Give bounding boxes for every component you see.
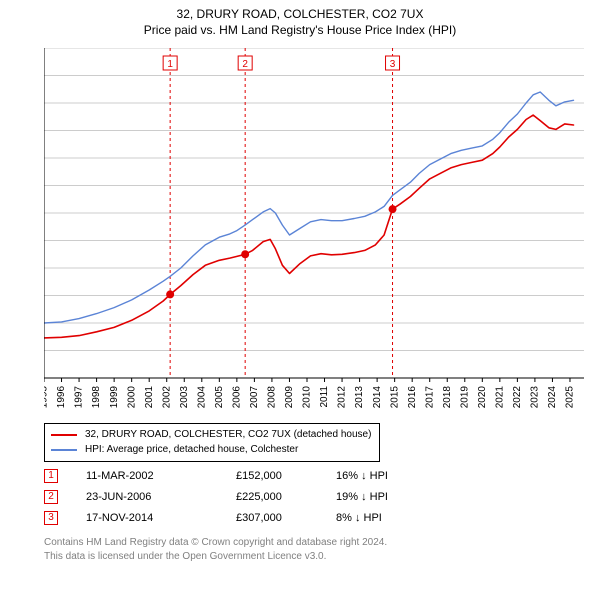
transaction-row: 3 17-NOV-2014 £307,000 8% ↓ HPI	[44, 507, 446, 528]
transactions-table: 1 11-MAR-2002 £152,000 16% ↓ HPI 2 23-JU…	[44, 465, 446, 528]
svg-text:2006: 2006	[231, 386, 242, 409]
transaction-index-box: 1	[44, 469, 58, 483]
svg-text:2010: 2010	[302, 386, 313, 409]
svg-text:1997: 1997	[74, 386, 85, 409]
svg-text:2021: 2021	[494, 386, 505, 409]
legend-item-hpi: HPI: Average price, detached house, Colc…	[51, 442, 373, 457]
transaction-price: £152,000	[236, 470, 336, 482]
svg-text:2: 2	[242, 59, 248, 70]
transaction-diff: 16% ↓ HPI	[336, 470, 446, 482]
transaction-diff: 8% ↓ HPI	[336, 512, 446, 524]
chart-title: 32, DRURY ROAD, COLCHESTER, CO2 7UX Pric…	[0, 0, 600, 38]
svg-text:2007: 2007	[249, 386, 260, 409]
svg-text:1998: 1998	[91, 386, 102, 409]
svg-text:2020: 2020	[477, 386, 488, 409]
legend-swatch-property	[51, 434, 77, 436]
transaction-index-box: 2	[44, 490, 58, 504]
svg-text:2016: 2016	[407, 386, 418, 409]
title-line-2: Price paid vs. HM Land Registry's House …	[0, 22, 600, 38]
transaction-date: 23-JUN-2006	[58, 491, 236, 503]
svg-text:2015: 2015	[389, 386, 400, 409]
svg-text:2008: 2008	[267, 386, 278, 409]
svg-text:1999: 1999	[109, 386, 120, 409]
svg-text:3: 3	[390, 59, 396, 70]
legend-label-property: 32, DRURY ROAD, COLCHESTER, CO2 7UX (det…	[85, 427, 371, 442]
transaction-row: 2 23-JUN-2006 £225,000 19% ↓ HPI	[44, 486, 446, 507]
transaction-diff: 19% ↓ HPI	[336, 491, 446, 503]
svg-text:2018: 2018	[442, 386, 453, 409]
attribution-line-1: Contains HM Land Registry data © Crown c…	[44, 536, 387, 550]
svg-text:2005: 2005	[214, 386, 225, 409]
svg-text:2017: 2017	[424, 386, 435, 409]
transaction-date: 11-MAR-2002	[58, 470, 236, 482]
transaction-price: £225,000	[236, 491, 336, 503]
svg-text:2012: 2012	[337, 386, 348, 409]
svg-text:1: 1	[167, 59, 173, 70]
svg-text:2011: 2011	[319, 386, 330, 408]
svg-text:2000: 2000	[126, 386, 137, 409]
svg-text:2004: 2004	[196, 386, 207, 409]
svg-text:2025: 2025	[565, 386, 576, 409]
attribution-line-2: This data is licensed under the Open Gov…	[44, 550, 387, 564]
title-line-1: 32, DRURY ROAD, COLCHESTER, CO2 7UX	[0, 6, 600, 22]
transaction-price: £307,000	[236, 512, 336, 524]
svg-text:2002: 2002	[161, 386, 172, 409]
legend-label-hpi: HPI: Average price, detached house, Colc…	[85, 442, 298, 457]
svg-text:2019: 2019	[459, 386, 470, 409]
transaction-date: 17-NOV-2014	[58, 512, 236, 524]
svg-text:2003: 2003	[179, 386, 190, 409]
chart-legend: 32, DRURY ROAD, COLCHESTER, CO2 7UX (det…	[44, 423, 380, 462]
svg-text:2013: 2013	[354, 386, 365, 409]
legend-item-property: 32, DRURY ROAD, COLCHESTER, CO2 7UX (det…	[51, 427, 373, 442]
svg-text:2014: 2014	[372, 386, 383, 409]
attribution-text: Contains HM Land Registry data © Crown c…	[44, 536, 387, 563]
svg-text:2001: 2001	[144, 386, 155, 409]
price-chart: £0£50K£100K£150K£200K£250K£300K£350K£400…	[44, 48, 584, 378]
transaction-row: 1 11-MAR-2002 £152,000 16% ↓ HPI	[44, 465, 446, 486]
transaction-index-box: 3	[44, 511, 58, 525]
legend-swatch-hpi	[51, 449, 77, 451]
svg-text:2022: 2022	[512, 386, 523, 409]
svg-text:2023: 2023	[530, 386, 541, 409]
svg-text:2024: 2024	[547, 386, 558, 409]
svg-text:1995: 1995	[44, 386, 50, 409]
svg-text:1996: 1996	[56, 386, 67, 409]
svg-text:2009: 2009	[284, 386, 295, 409]
